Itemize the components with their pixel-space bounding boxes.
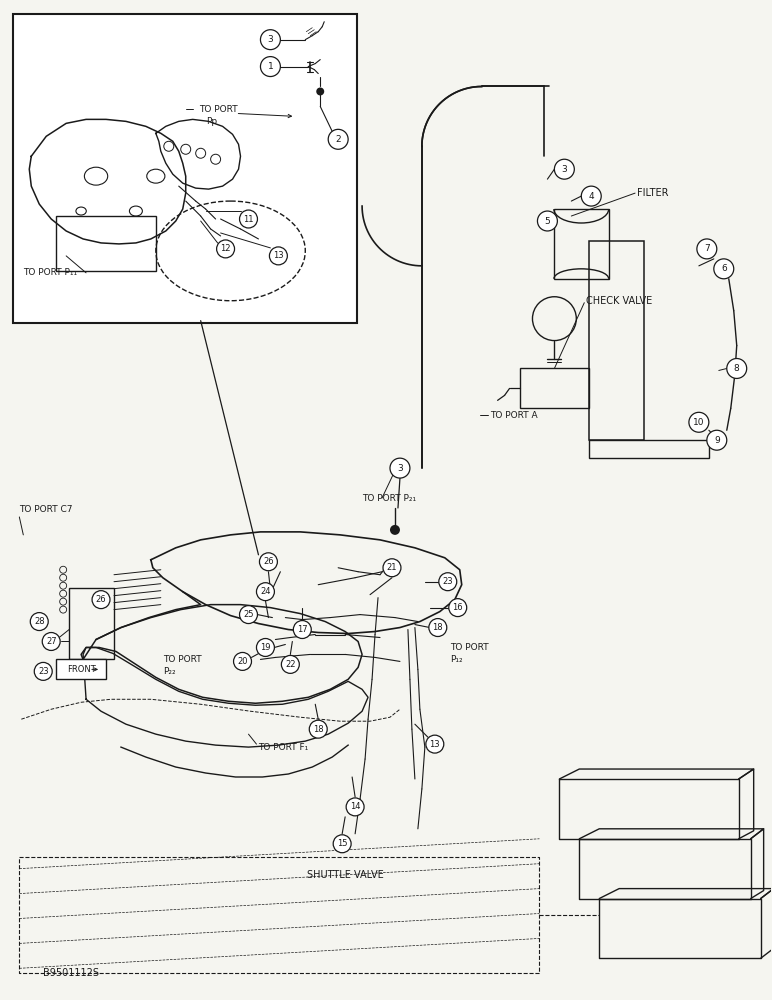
Text: 23: 23 [442, 577, 453, 586]
Circle shape [346, 798, 364, 816]
Text: 13: 13 [273, 251, 283, 260]
Circle shape [426, 735, 444, 753]
Circle shape [42, 633, 60, 650]
Text: 16: 16 [452, 603, 463, 612]
Text: P₂₂: P₂₂ [163, 667, 175, 676]
Circle shape [269, 247, 287, 265]
Text: 24: 24 [260, 587, 271, 596]
Text: 15: 15 [337, 839, 347, 848]
Circle shape [707, 430, 726, 450]
Circle shape [256, 638, 274, 656]
Circle shape [34, 662, 52, 680]
Circle shape [428, 619, 447, 637]
Text: 25: 25 [243, 610, 254, 619]
Circle shape [390, 458, 410, 478]
Circle shape [438, 573, 457, 591]
Circle shape [310, 720, 327, 738]
Circle shape [554, 159, 574, 179]
Text: 19: 19 [260, 643, 271, 652]
Circle shape [328, 129, 348, 149]
Text: FILTER: FILTER [637, 188, 669, 198]
Circle shape [234, 652, 252, 670]
Text: 12: 12 [220, 244, 231, 253]
Text: 21: 21 [387, 563, 398, 572]
Text: SHUTTLE VALVE: SHUTTLE VALVE [306, 870, 384, 880]
Text: 18: 18 [313, 725, 323, 734]
Bar [589, 440, 709, 458]
Text: 8: 8 [734, 364, 740, 373]
Circle shape [30, 613, 48, 631]
Bar [56, 659, 106, 679]
Text: 22: 22 [285, 660, 296, 669]
Text: Pp: Pp [205, 117, 217, 126]
Text: 3: 3 [561, 165, 567, 174]
Text: 3: 3 [268, 35, 273, 44]
Text: 28: 28 [34, 617, 45, 626]
Circle shape [256, 583, 274, 601]
Text: 17: 17 [297, 625, 307, 634]
Text: 9: 9 [714, 436, 720, 445]
Circle shape [92, 591, 110, 609]
Text: 10: 10 [693, 418, 705, 427]
Circle shape [537, 211, 557, 231]
Text: 2: 2 [335, 135, 341, 144]
Text: 26: 26 [96, 595, 107, 604]
Text: 4: 4 [588, 192, 594, 201]
Bar [69, 588, 114, 659]
Bar [589, 241, 644, 440]
Text: 1: 1 [268, 62, 273, 71]
Text: 11: 11 [243, 215, 254, 224]
Text: TO PORT F₁: TO PORT F₁ [259, 743, 309, 752]
Text: 18: 18 [432, 623, 443, 632]
Text: B9501112S: B9501112S [43, 968, 100, 978]
Text: 13: 13 [429, 740, 440, 749]
Text: 26: 26 [263, 557, 274, 566]
Circle shape [259, 553, 277, 571]
Circle shape [697, 239, 717, 259]
Circle shape [260, 57, 280, 77]
Text: 5: 5 [544, 217, 550, 226]
Text: P₁₂: P₁₂ [450, 655, 462, 664]
Text: 6: 6 [721, 264, 726, 273]
Text: 23: 23 [38, 667, 49, 676]
Text: TO PORT: TO PORT [450, 643, 489, 652]
Text: 7: 7 [704, 244, 709, 253]
Circle shape [260, 30, 280, 50]
Circle shape [714, 259, 733, 279]
Circle shape [334, 835, 351, 853]
Text: 3: 3 [397, 464, 403, 473]
Circle shape [449, 599, 467, 617]
Circle shape [726, 359, 747, 378]
Text: CHECK VALVE: CHECK VALVE [586, 296, 652, 306]
Circle shape [390, 525, 400, 535]
Text: TO PORT P₁₁: TO PORT P₁₁ [23, 268, 77, 277]
Text: FRONT: FRONT [66, 665, 96, 674]
Circle shape [217, 240, 235, 258]
Bar [13, 14, 357, 323]
Circle shape [317, 87, 324, 95]
Circle shape [689, 412, 709, 432]
Bar [56, 216, 156, 271]
Bar [520, 368, 589, 408]
Text: 27: 27 [46, 637, 56, 646]
Text: TO PORT P₂₁: TO PORT P₂₁ [362, 494, 416, 503]
Bar [554, 209, 609, 279]
Text: TO PORT C7: TO PORT C7 [19, 505, 73, 514]
Text: TO PORT A: TO PORT A [489, 411, 537, 420]
Text: TO PORT: TO PORT [198, 105, 237, 114]
Circle shape [581, 186, 601, 206]
Circle shape [281, 655, 300, 673]
Circle shape [239, 210, 258, 228]
Text: 20: 20 [237, 657, 248, 666]
Circle shape [239, 606, 258, 624]
Text: TO PORT: TO PORT [163, 655, 201, 664]
Circle shape [293, 621, 311, 638]
Circle shape [383, 559, 401, 577]
Text: 14: 14 [350, 802, 361, 811]
